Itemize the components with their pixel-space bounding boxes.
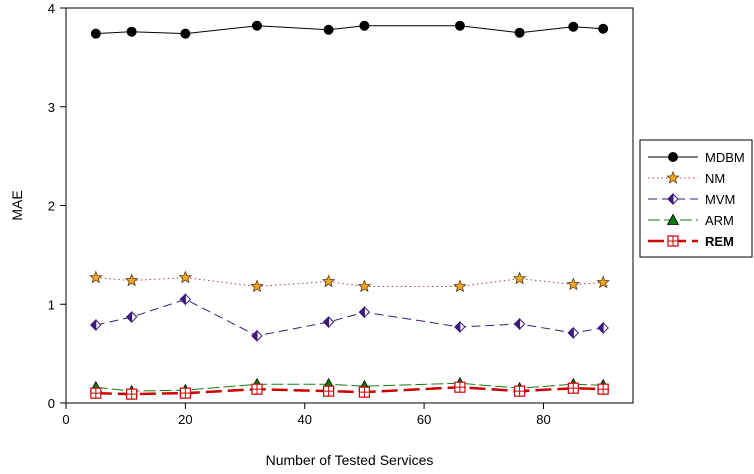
data-point-mdbm <box>598 23 609 34</box>
data-point-rem <box>126 388 138 400</box>
series-line-arm <box>95 382 604 392</box>
data-point-mvm <box>90 318 102 332</box>
y-axis-title: MAE <box>9 190 25 220</box>
y-tick-label: 0 <box>48 396 55 411</box>
data-point-rem <box>513 385 526 397</box>
data-point-mvm-half <box>513 317 521 331</box>
data-point-mvm-half <box>90 318 97 332</box>
data-point-nm <box>89 270 103 284</box>
data-point-nm <box>357 279 372 293</box>
data-point-rem <box>597 383 609 395</box>
x-tick-label: 0 <box>62 412 69 427</box>
data-point-nm <box>566 277 581 291</box>
data-point-mvm-half <box>567 326 574 340</box>
data-point-rem <box>358 386 371 398</box>
data-point-mvm <box>513 317 526 331</box>
legend-label-mvm: MVM <box>705 192 735 207</box>
data-point-mvm-half <box>358 305 365 319</box>
series-line-mvm <box>95 298 604 337</box>
y-tick-label: 2 <box>48 199 55 214</box>
data-point-mvm <box>454 320 466 334</box>
data-point-mdbm <box>126 26 137 37</box>
data-point-mvm <box>358 305 371 319</box>
data-point-mvm-half <box>125 310 133 324</box>
data-point-mdbm <box>454 20 465 31</box>
data-point-mvm <box>322 315 335 329</box>
data-point-nm <box>596 275 610 289</box>
y-tick-label: 1 <box>48 297 55 312</box>
data-point-mvm-half <box>179 293 186 306</box>
axis-ticks: 0 20 40 60 80 0 1 2 3 4 <box>48 1 551 427</box>
series-rem <box>90 381 609 400</box>
series-line-nm <box>95 277 604 287</box>
legend-marker-arm <box>666 213 680 225</box>
series-line-mdbm <box>95 25 604 35</box>
legend-label-arm: ARM <box>705 213 734 228</box>
data-point-rem <box>454 381 466 393</box>
legend-marker-mdbm <box>668 152 678 162</box>
legend-marker-mvm-half <box>667 192 674 206</box>
data-point-mdbm <box>251 20 262 31</box>
data-point-rem <box>179 387 191 399</box>
plot-area <box>65 7 634 404</box>
data-point-mvm <box>179 293 192 306</box>
legend-marker-nm <box>666 170 680 184</box>
x-tick-label: 80 <box>536 412 550 427</box>
data-point-nm <box>250 279 264 293</box>
legend-marker-mvm <box>667 192 679 206</box>
data-point-nm <box>453 279 467 293</box>
legend-marker-rem <box>667 235 679 247</box>
data-point-nm <box>178 270 193 284</box>
y-tick-label: 4 <box>48 1 55 16</box>
legend: MDBM NM MVM ARM REM <box>639 139 753 258</box>
data-point-mvm <box>251 329 263 343</box>
data-point-rem <box>251 383 263 395</box>
series-mvm <box>90 293 609 343</box>
data-point-rem <box>567 382 579 394</box>
data-point-mvm-half <box>322 315 330 329</box>
data-point-rem <box>323 385 335 397</box>
data-point-mvm <box>567 326 580 340</box>
data-point-mdbm <box>323 24 334 35</box>
legend-label-nm: NM <box>705 171 725 186</box>
series-layer <box>89 20 610 400</box>
data-point-mdbm <box>568 21 579 32</box>
data-point-mvm-half <box>597 321 604 335</box>
data-point-rem <box>90 387 102 399</box>
legend-label-mdbm: MDBM <box>705 150 745 165</box>
data-point-mvm <box>125 310 138 324</box>
legend-label-rem: REM <box>705 234 734 249</box>
data-point-nm <box>321 274 336 288</box>
data-point-mdbm <box>90 28 101 39</box>
plot-frame <box>65 7 634 404</box>
x-tick-label: 60 <box>417 412 431 427</box>
data-point-mvm-half <box>454 320 461 334</box>
x-axis-title: Number of Tested Services <box>266 452 434 468</box>
data-point-nm <box>512 271 527 285</box>
x-tick-label: 40 <box>298 412 312 427</box>
series-mdbm <box>90 20 609 39</box>
data-point-mvm <box>597 321 609 335</box>
data-point-mdbm <box>514 27 525 38</box>
data-point-mdbm <box>359 20 370 31</box>
data-point-mdbm <box>180 28 191 39</box>
x-tick-label: 20 <box>178 412 192 427</box>
data-point-mvm-half <box>251 329 258 343</box>
series-line-rem <box>95 385 604 396</box>
series-nm <box>89 270 610 293</box>
y-tick-label: 3 <box>48 100 55 115</box>
data-point-nm <box>124 273 139 287</box>
